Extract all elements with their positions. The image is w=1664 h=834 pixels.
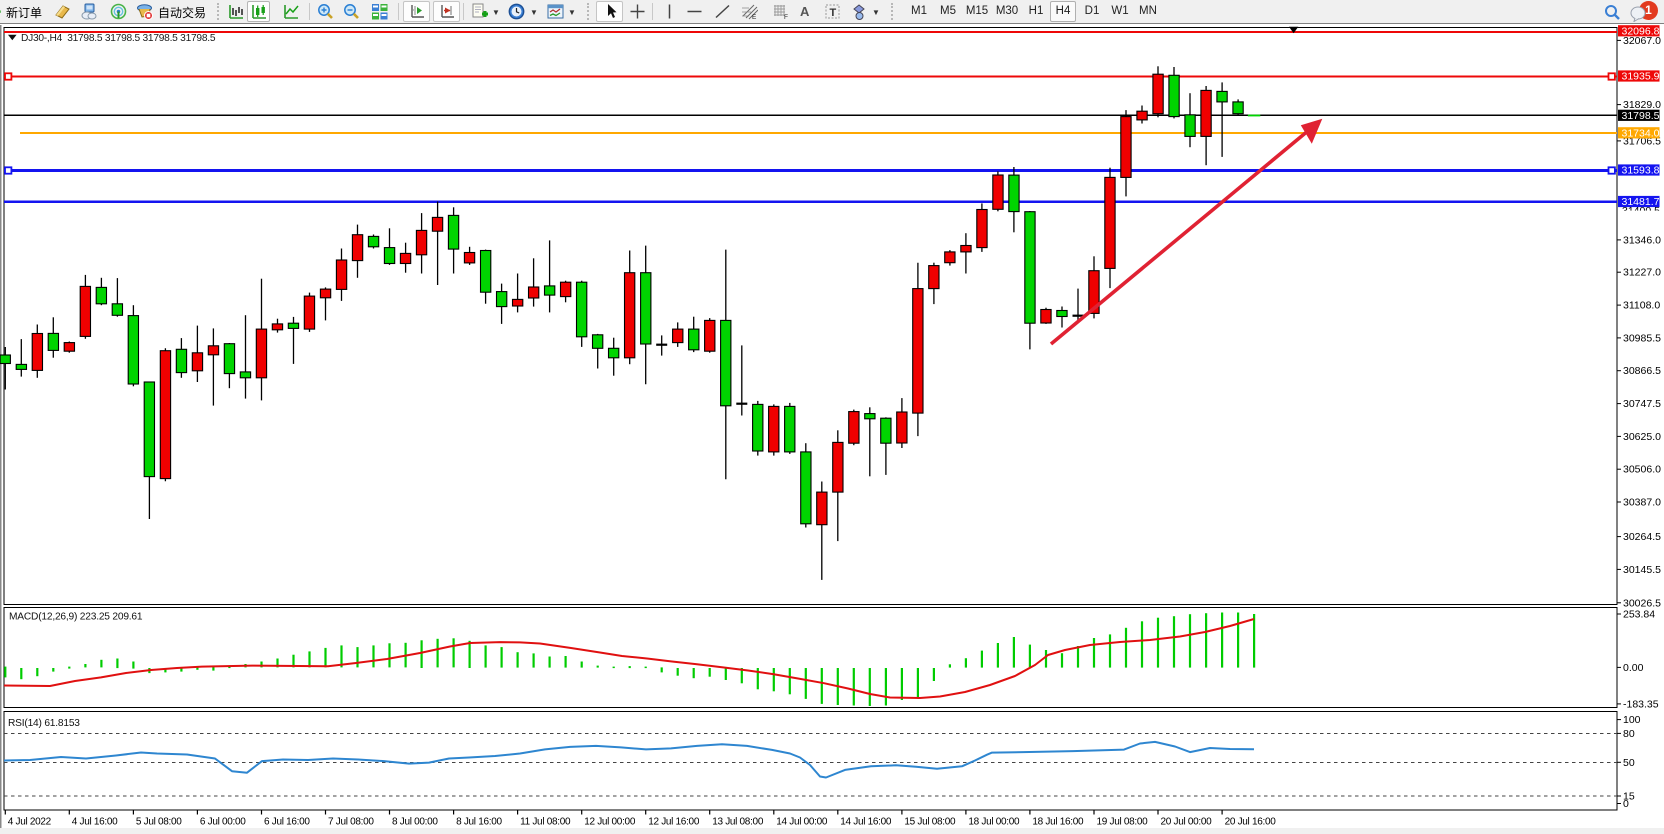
- svg-text:30866.5: 30866.5: [1623, 365, 1661, 377]
- svg-text:19 Jul 08:00: 19 Jul 08:00: [1097, 817, 1149, 828]
- svg-text:E: E: [752, 14, 757, 20]
- svg-text:31935.9: 31935.9: [1622, 71, 1660, 83]
- svg-text:13 Jul 08:00: 13 Jul 08:00: [712, 817, 764, 828]
- svg-text:100: 100: [1623, 714, 1641, 726]
- svg-text:31108.0: 31108.0: [1623, 300, 1660, 312]
- svg-text:14 Jul 16:00: 14 Jul 16:00: [840, 817, 892, 828]
- svg-text:30747.5: 30747.5: [1623, 398, 1661, 410]
- svg-text:253.84: 253.84: [1623, 609, 1655, 621]
- svg-text:20 Jul 00:00: 20 Jul 00:00: [1161, 817, 1213, 828]
- svg-text:18 Jul 00:00: 18 Jul 00:00: [968, 817, 1020, 828]
- svg-text:7 Jul 08:00: 7 Jul 08:00: [328, 817, 374, 828]
- svg-text:-183.35: -183.35: [1623, 698, 1659, 710]
- svg-text:DJ30-,H4 31798.5 31798.5 3179: DJ30-,H4 31798.5 31798.5 31798.5 31798.5: [21, 33, 216, 44]
- svg-text:0: 0: [1623, 798, 1629, 810]
- svg-text:31481.7: 31481.7: [1622, 196, 1660, 208]
- svg-text:80: 80: [1623, 728, 1635, 740]
- svg-text:4 Jul 2022: 4 Jul 2022: [8, 817, 52, 828]
- svg-text:15: 15: [1623, 791, 1635, 803]
- svg-text:30026.5: 30026.5: [1623, 597, 1661, 609]
- svg-text:30625.0: 30625.0: [1623, 431, 1661, 443]
- svg-text:14 Jul 00:00: 14 Jul 00:00: [776, 817, 828, 828]
- svg-text:RSI(14) 61.8153: RSI(14) 61.8153: [8, 718, 80, 729]
- svg-text:T: T: [830, 7, 837, 19]
- svg-text:31593.8: 31593.8: [1622, 165, 1660, 177]
- svg-text:20 Jul 16:00: 20 Jul 16:00: [1225, 817, 1277, 828]
- svg-text:50: 50: [1623, 757, 1635, 769]
- svg-text:6 Jul 00:00: 6 Jul 00:00: [200, 817, 246, 828]
- svg-text:8 Jul 00:00: 8 Jul 00:00: [392, 817, 438, 828]
- svg-text:31798.5: 31798.5: [1622, 110, 1660, 122]
- svg-text:30387.0: 30387.0: [1623, 497, 1661, 509]
- svg-text:31734.0: 31734.0: [1622, 127, 1660, 139]
- svg-text:4 Jul 16:00: 4 Jul 16:00: [72, 817, 118, 828]
- svg-text:18 Jul 16:00: 18 Jul 16:00: [1032, 817, 1084, 828]
- svg-text:30985.5: 30985.5: [1623, 332, 1661, 344]
- svg-text:MACD(12,26,9) 223.25 209.61: MACD(12,26,9) 223.25 209.61: [9, 612, 143, 623]
- svg-text:32067.0: 32067.0: [1623, 35, 1661, 47]
- svg-text:30264.5: 30264.5: [1623, 531, 1661, 543]
- svg-text:15 Jul 08:00: 15 Jul 08:00: [904, 817, 956, 828]
- svg-text:8 Jul 16:00: 8 Jul 16:00: [456, 817, 502, 828]
- svg-text:32096.8: 32096.8: [1622, 25, 1660, 37]
- svg-text:31829.0: 31829.0: [1623, 99, 1661, 111]
- svg-text:F: F: [784, 14, 788, 20]
- svg-text:5 Jul 08:00: 5 Jul 08:00: [136, 817, 182, 828]
- svg-text:30145.5: 30145.5: [1623, 564, 1661, 576]
- svg-text:31227.0: 31227.0: [1623, 267, 1661, 279]
- svg-text:12 Jul 00:00: 12 Jul 00:00: [584, 817, 636, 828]
- svg-text:30506.0: 30506.0: [1623, 464, 1661, 476]
- svg-text:31346.0: 31346.0: [1623, 234, 1661, 246]
- svg-text:12 Jul 16:00: 12 Jul 16:00: [648, 817, 700, 828]
- svg-text:6 Jul 16:00: 6 Jul 16:00: [264, 817, 310, 828]
- svg-text:11 Jul 08:00: 11 Jul 08:00: [520, 817, 571, 828]
- svg-text:0.00: 0.00: [1623, 662, 1644, 674]
